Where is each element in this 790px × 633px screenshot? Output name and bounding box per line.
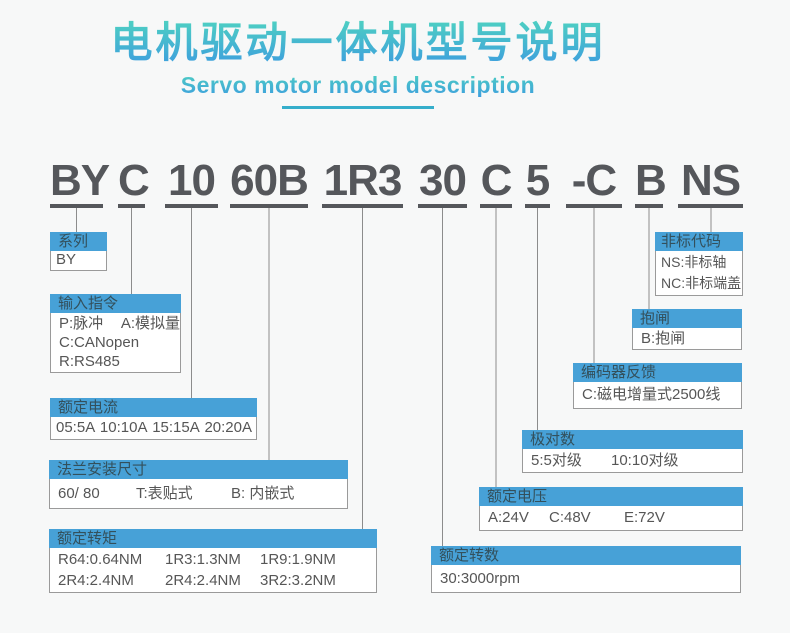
box-nonstd-body: NS:非标轴 NC:非标端盖 [655, 251, 743, 296]
voltage-option-a: A:24V [488, 509, 529, 526]
torque-option-3r2: 3R2:3.2NM [260, 572, 336, 589]
model-segment-encoder: -C [566, 158, 622, 208]
model-segment-input: C [118, 158, 150, 208]
box-current-body: 05:5A 10:10A 15:15A 20:20A [50, 417, 257, 440]
box-flange: 法兰安装尺寸 60/ 80 T:表贴式 B: 内嵌式 [49, 460, 348, 509]
page-subtitle: Servo motor model description [0, 73, 716, 97]
torque-option-2r4b: 2R4:2.4NM [165, 572, 241, 589]
current-option-05: 05:5A [56, 419, 96, 436]
box-encoder-value: C:磁电增量式2500线 [573, 382, 742, 409]
box-speed-header: 额定转数 [431, 546, 741, 565]
box-encoder-header: 编码器反馈 [573, 363, 742, 382]
box-input: 输入指令 P:脉冲 A:模拟量 C:CANopen R:RS485 [50, 294, 181, 373]
flange-option-surface: T:表贴式 [136, 485, 193, 502]
model-segment-poles: 5 [525, 158, 550, 208]
model-segment-torque: 1R3 [322, 158, 403, 208]
box-current-header: 额定电流 [50, 398, 257, 417]
box-torque-body: R64:0.64NM 1R3:1.3NM 1R9:1.9NM 2R4:2.4NM… [49, 548, 377, 593]
torque-option-r64: R64:0.64NM [58, 551, 143, 568]
box-flange-header: 法兰安装尺寸 [49, 460, 348, 479]
box-series-value: BY [50, 251, 107, 271]
title-block: 电机驱动一体机型号说明 Servo motor model descriptio… [0, 20, 716, 109]
current-option-20: 20:20A [204, 419, 252, 436]
input-option-analog: A:模拟量 [120, 315, 180, 332]
page-title: 电机驱动一体机型号说明 [0, 20, 716, 66]
box-input-header: 输入指令 [50, 294, 181, 313]
box-voltage-header: 额定电压 [479, 487, 743, 506]
box-flange-body: 60/ 80 T:表贴式 B: 内嵌式 [49, 479, 348, 509]
poles-option-10: 10:10对级 [611, 452, 679, 469]
box-torque: 额定转矩 R64:0.64NM 1R3:1.3NM 1R9:1.9NM 2R4:… [49, 529, 377, 593]
box-voltage-body: A:24V C:48V E:72V [479, 506, 743, 531]
model-segment-brake: B [635, 158, 667, 208]
box-encoder: 编码器反馈 C:磁电增量式2500线 [573, 363, 742, 409]
box-nonstd: 非标代码 NS:非标轴 NC:非标端盖 [655, 232, 743, 296]
model-segment-speed: 30 [418, 158, 467, 208]
model-segment-current: 10 [165, 158, 218, 208]
nonstd-option-nc: NC:非标端盖 [661, 275, 742, 291]
box-series-header: 系列 [50, 232, 107, 251]
current-option-15: 15:15A [152, 419, 200, 436]
input-option-canopen: C:CANopen [59, 334, 140, 351]
box-brake: 抱闸 B:抱闸 [632, 309, 742, 350]
box-torque-header: 额定转矩 [49, 529, 377, 548]
voltage-option-c: C:48V [549, 509, 591, 526]
box-nonstd-header: 非标代码 [655, 232, 743, 251]
box-brake-value: B:抱闸 [632, 328, 742, 350]
box-poles: 极对数 5:5对级 10:10对级 [522, 430, 743, 473]
model-segment-nonstd: NS [678, 158, 743, 208]
input-option-pulse: P:脉冲 [59, 315, 104, 332]
flange-option-size: 60/ 80 [58, 485, 100, 502]
box-brake-header: 抱闸 [632, 309, 742, 328]
torque-option-1r9: 1R9:1.9NM [260, 551, 336, 568]
box-speed-value: 30:3000rpm [431, 565, 741, 593]
title-underline [282, 106, 434, 109]
model-segment-voltage: C [480, 158, 512, 208]
box-voltage: 额定电压 A:24V C:48V E:72V [479, 487, 743, 531]
flange-option-inset: B: 内嵌式 [231, 485, 295, 502]
poles-option-5: 5:5对级 [531, 452, 582, 469]
nonstd-option-ns: NS:非标轴 [661, 254, 727, 270]
model-segment-flange: 60B [230, 158, 309, 208]
model-segment-series: BY [50, 158, 110, 208]
current-option-10: 10:10A [99, 419, 148, 436]
box-poles-body: 5:5对级 10:10对级 [522, 449, 743, 473]
box-input-body: P:脉冲 A:模拟量 C:CANopen R:RS485 [50, 313, 181, 373]
box-series: 系列 BY [50, 232, 107, 271]
box-current: 额定电流 05:5A 10:10A 15:15A 20:20A [50, 398, 257, 440]
torque-option-2r4a: 2R4:2.4NM [58, 572, 134, 589]
torque-option-1r3: 1R3:1.3NM [165, 551, 241, 568]
voltage-option-e: E:72V [624, 509, 665, 526]
box-speed: 额定转数 30:3000rpm [431, 546, 741, 593]
input-option-rs485: R:RS485 [59, 353, 120, 370]
box-poles-header: 极对数 [522, 430, 743, 449]
